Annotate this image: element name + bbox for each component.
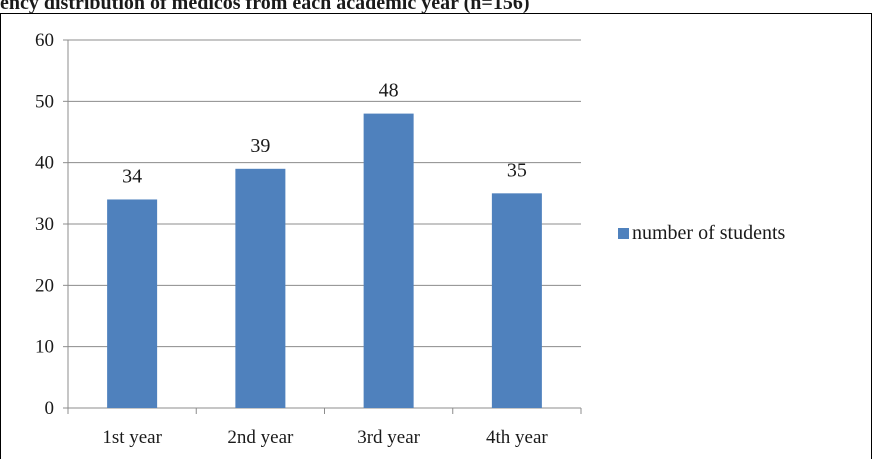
chart-title: ency distribution of medicos from each a… [0,0,530,14]
x-tick-label-2: 2nd year [227,427,294,448]
y-tick-label-30: 30 [35,214,54,235]
legend-label: number of students [632,222,786,244]
bar-2 [235,168,286,408]
data-label-3: 48 [379,80,399,102]
y-tick-label-10: 10 [35,337,54,358]
chart-frame: 0 10 20 30 40 50 60 34 1st year 39 2nd year 48 3rd y… [0,13,872,459]
x-tick-label-1: 1st year [102,427,162,448]
bar-1 [107,199,158,408]
legend-swatch [618,228,629,239]
bar-chart: 0 10 20 30 40 50 60 34 1st year 39 2nd year 48 3rd y… [35,30,786,448]
data-label-1: 34 [122,165,142,187]
data-label-2: 39 [250,135,270,157]
data-label-4: 35 [507,159,527,181]
y-tick-label-20: 20 [35,275,54,296]
y-tick-label-0: 0 [45,398,55,419]
y-tick-label-50: 50 [35,91,54,112]
y-tick-label-40: 40 [35,153,54,174]
x-tick-label-4: 4th year [486,427,548,448]
x-tick-label-3: 3rd year [357,427,420,448]
bar-3 [363,113,414,408]
bar-4 [491,193,542,408]
y-tick-label-60: 60 [35,30,54,51]
